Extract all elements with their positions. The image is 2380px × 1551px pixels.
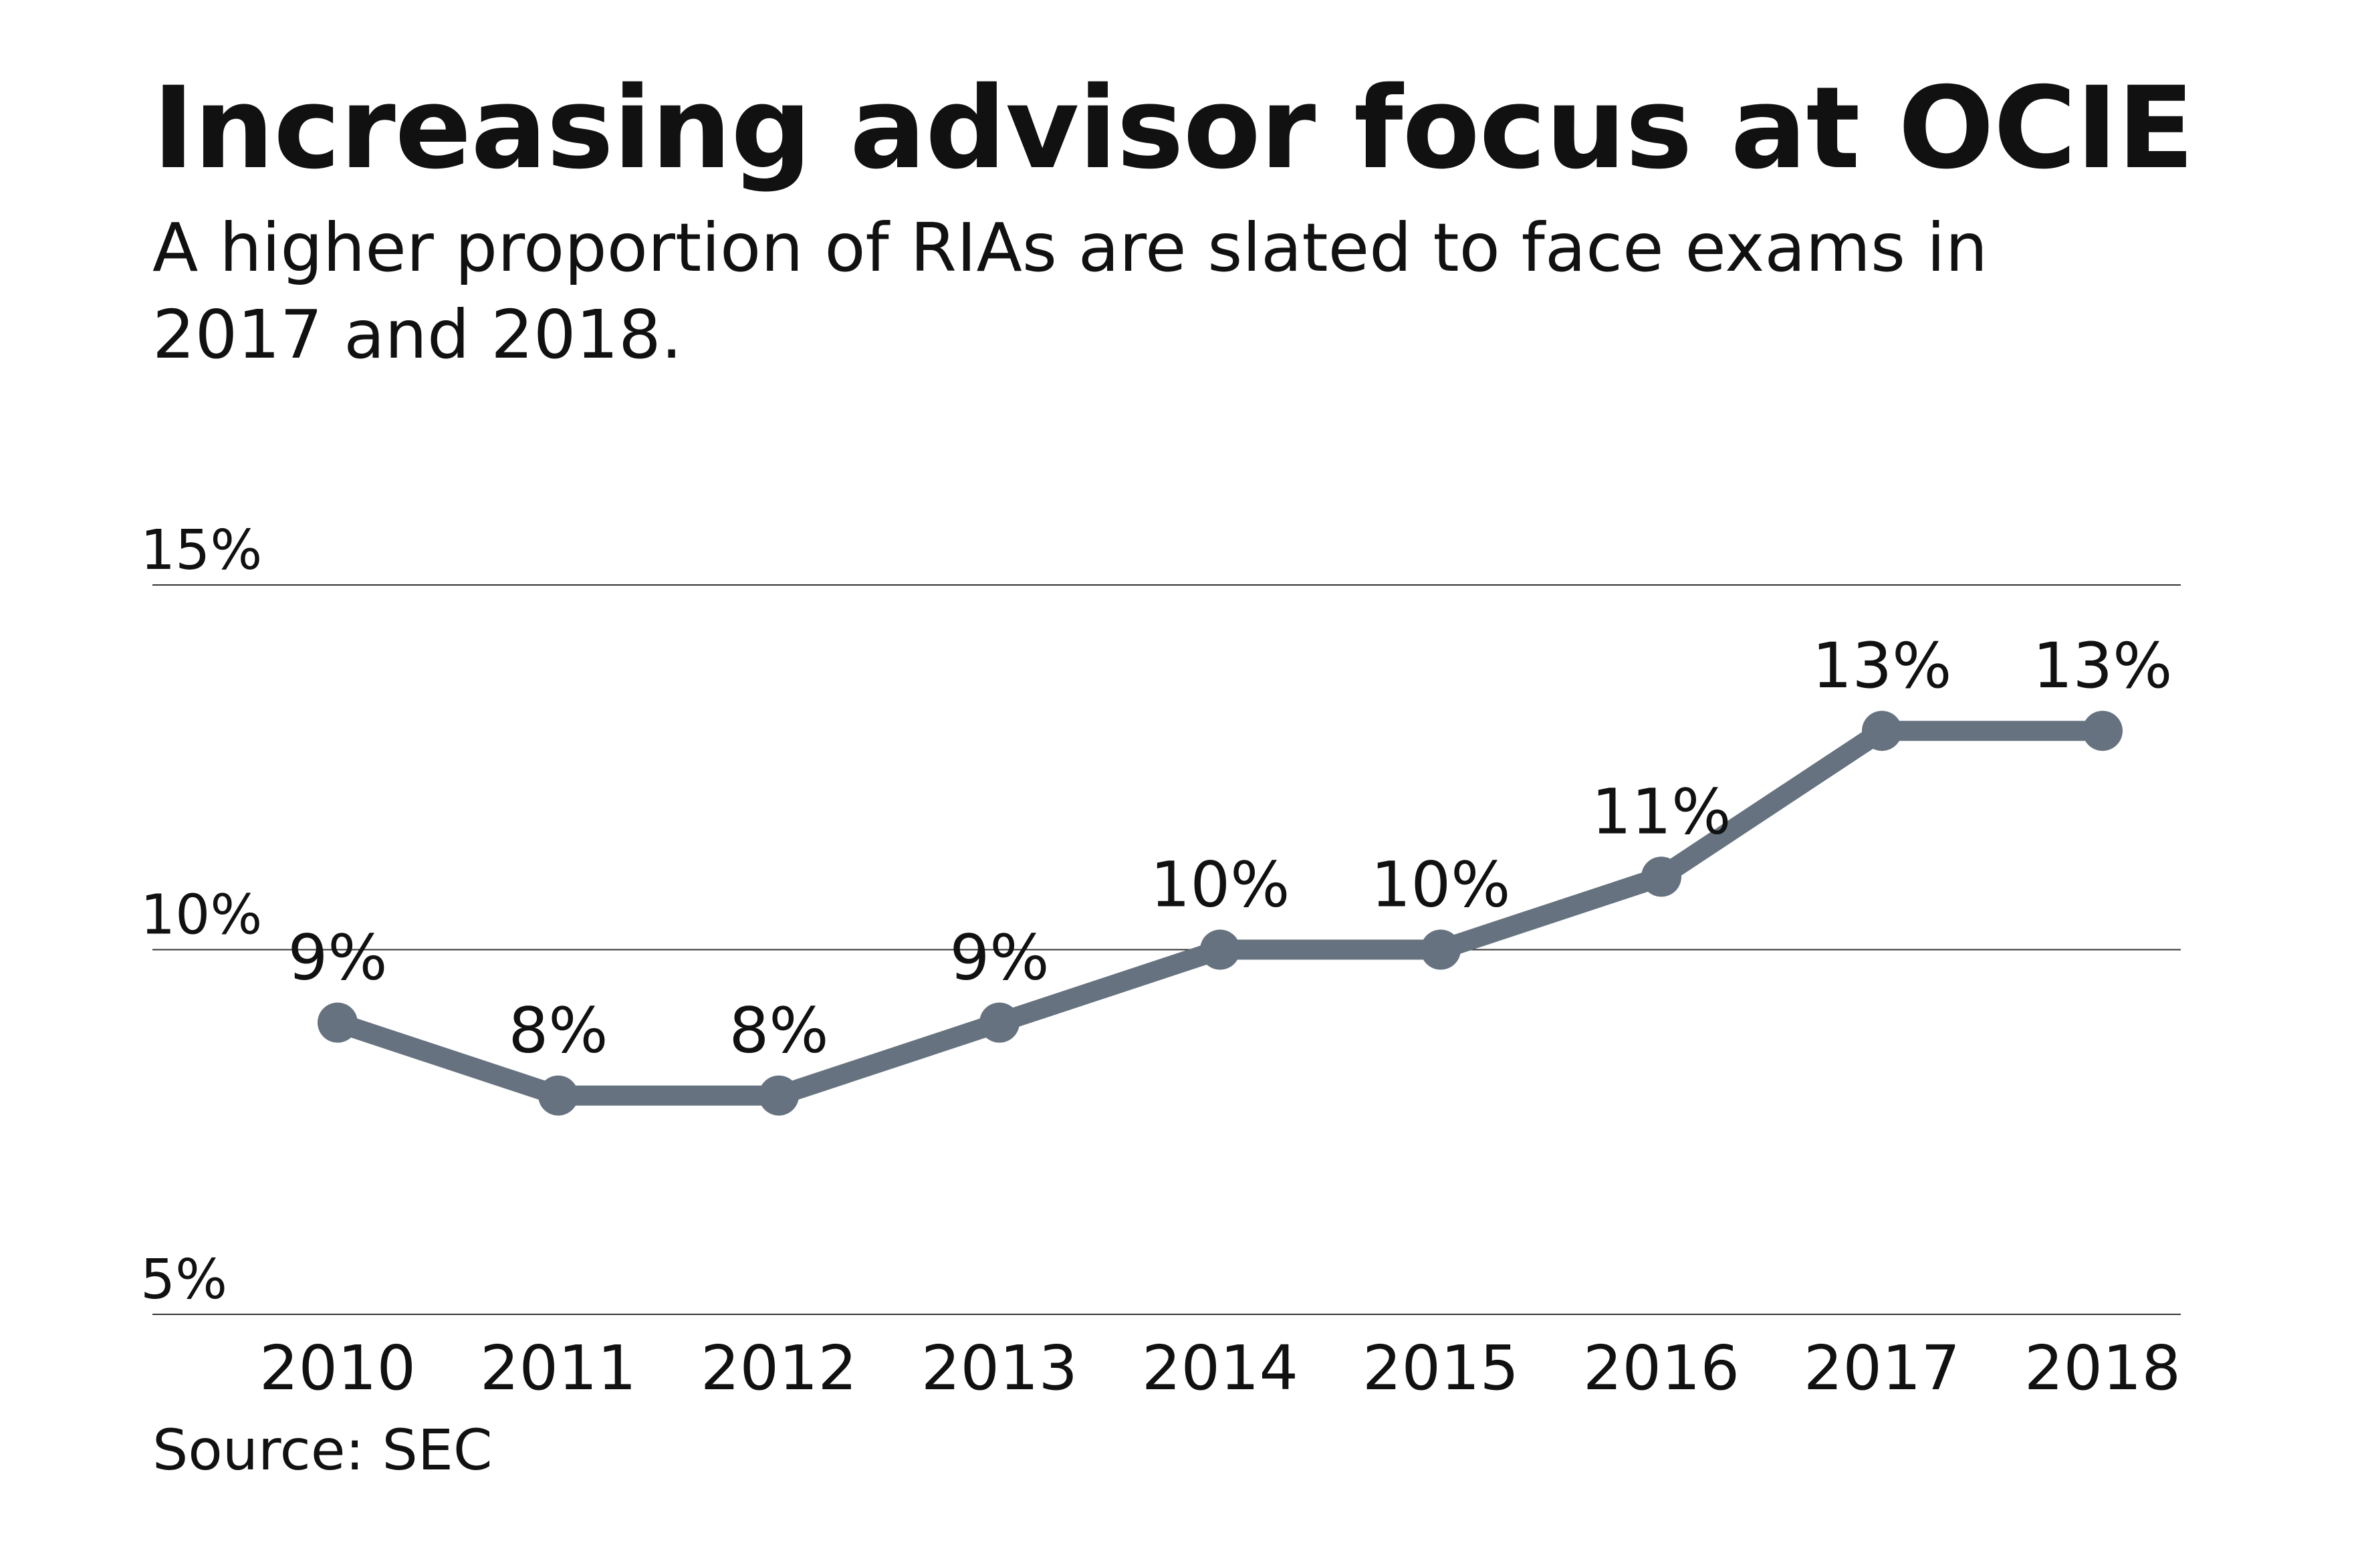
- x-tick-label: 2011: [480, 1332, 636, 1404]
- data-point: [1200, 929, 1240, 970]
- data-label: 9%: [949, 922, 1049, 995]
- data-label: 8%: [729, 995, 828, 1068]
- data-label: 10%: [1371, 849, 1511, 922]
- x-tick-label: 2017: [1804, 1332, 1960, 1404]
- x-tick-label: 2012: [701, 1332, 857, 1404]
- data-label: 9%: [287, 922, 387, 995]
- data-point: [979, 1002, 1020, 1043]
- x-tick-label: 2016: [1583, 1332, 1740, 1404]
- x-tick-label: 2014: [1142, 1332, 1298, 1404]
- source-note: Source: SEC: [152, 1417, 493, 1483]
- data-point: [759, 1075, 799, 1116]
- x-tick-label: 2018: [2024, 1332, 2181, 1404]
- x-tick-label: 2013: [921, 1332, 1078, 1404]
- data-point: [1421, 929, 1461, 970]
- chart-subtitle: A higher proportion of RIAs are slated t…: [152, 209, 1988, 374]
- data-point: [2082, 711, 2123, 751]
- x-tick-label: 2010: [259, 1332, 416, 1404]
- data-label: 13%: [1812, 630, 1952, 703]
- x-tick-label: 2015: [1362, 1332, 1519, 1404]
- chart-title: Increasing advisor focus at OCIE: [152, 62, 2194, 194]
- data-label: 11%: [1592, 776, 1732, 848]
- data-label: 13%: [2033, 630, 2173, 703]
- y-tick-label: 10%: [140, 884, 262, 947]
- data-point: [1862, 711, 1902, 751]
- y-tick-label: 5%: [140, 1248, 227, 1312]
- data-point: [1641, 856, 1681, 897]
- data-point: [318, 1002, 358, 1043]
- data-label: 8%: [508, 995, 608, 1068]
- y-tick-label: 15%: [140, 519, 262, 582]
- data-point: [538, 1075, 578, 1116]
- data-label: 10%: [1151, 849, 1290, 922]
